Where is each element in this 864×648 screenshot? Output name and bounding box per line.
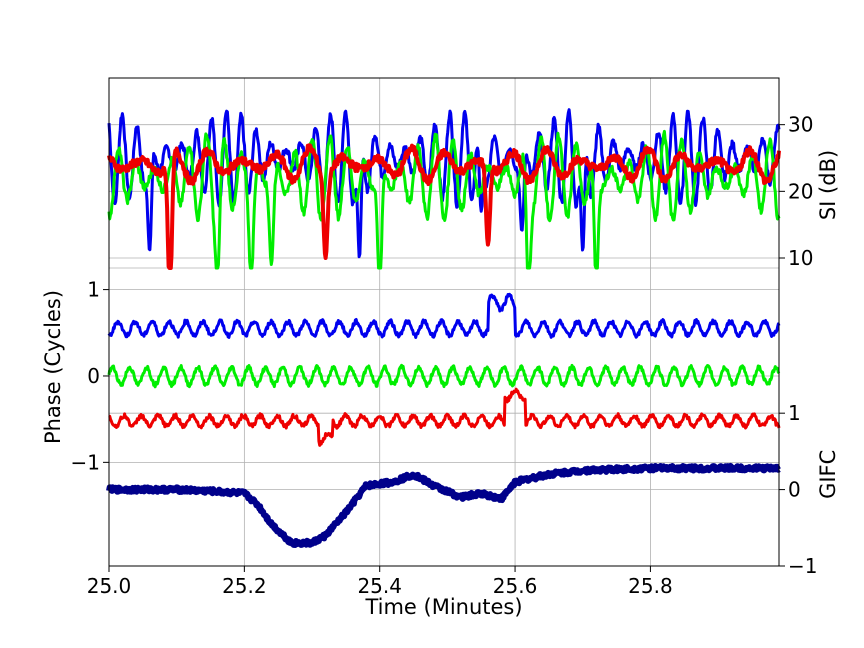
phase-axis-label: Phase (Cycles) <box>41 290 65 444</box>
x-tick-label: 25.0 <box>87 574 132 598</box>
phase-series-line <box>108 387 781 447</box>
phase-tick-label: −1 <box>71 450 100 474</box>
phase-series-line <box>107 363 781 389</box>
gifc-axis-label: GIFC <box>816 450 840 499</box>
x-axis-label: Time (Minutes) <box>364 595 522 619</box>
phase-tick-label: 0 <box>87 364 100 388</box>
gifc-tick-label: 0 <box>788 478 801 502</box>
gifc-tick-label: 1 <box>788 401 801 425</box>
si-tick-label: 10 <box>788 246 813 270</box>
si-tick-label: 30 <box>788 113 813 137</box>
si-series-line <box>107 129 781 270</box>
plot-frame <box>108 77 780 567</box>
x-tick-label: 25.2 <box>222 574 267 598</box>
si-series-line <box>107 143 781 270</box>
phase-tick-label: 1 <box>87 278 100 302</box>
x-tick-label: 25.8 <box>628 574 673 598</box>
phase-series-line <box>107 292 781 339</box>
si-tick-label: 20 <box>788 179 813 203</box>
gifc-tick-label: −1 <box>788 554 817 578</box>
x-tick-label: 25.6 <box>493 574 538 598</box>
gifc-series-line <box>106 462 782 548</box>
x-tick-label: 25.4 <box>357 574 402 598</box>
series <box>106 108 782 548</box>
si-axis-label: SI (dB) <box>816 150 840 220</box>
